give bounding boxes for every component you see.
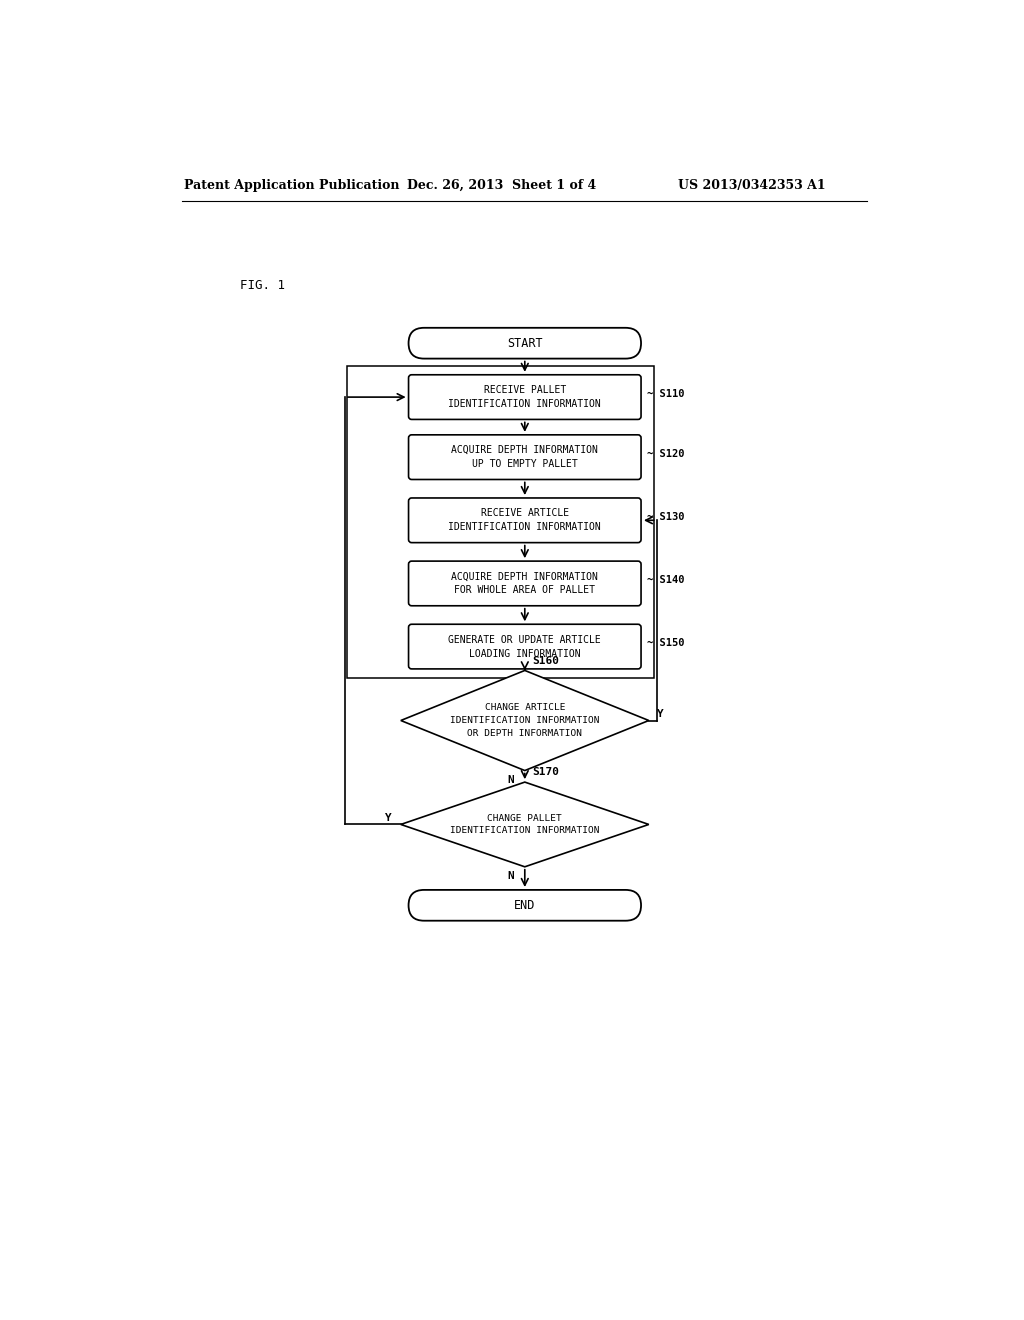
Text: ~ S120: ~ S120 xyxy=(647,449,685,459)
FancyBboxPatch shape xyxy=(409,624,641,669)
Text: N: N xyxy=(508,871,514,882)
Text: ~ S110: ~ S110 xyxy=(647,389,685,399)
Text: START: START xyxy=(507,337,543,350)
FancyBboxPatch shape xyxy=(409,890,641,921)
FancyBboxPatch shape xyxy=(409,498,641,543)
Polygon shape xyxy=(400,671,649,771)
Text: Dec. 26, 2013  Sheet 1 of 4: Dec. 26, 2013 Sheet 1 of 4 xyxy=(407,178,596,191)
Text: RECEIVE PALLET
IDENTIFICATION INFORMATION: RECEIVE PALLET IDENTIFICATION INFORMATIO… xyxy=(449,385,601,409)
FancyBboxPatch shape xyxy=(409,327,641,359)
Text: ~ S140: ~ S140 xyxy=(647,576,685,585)
Text: S170: S170 xyxy=(532,767,559,777)
FancyBboxPatch shape xyxy=(409,375,641,420)
Text: ~ S150: ~ S150 xyxy=(647,639,685,648)
Text: ~ S130: ~ S130 xyxy=(647,512,685,523)
Text: US 2013/0342353 A1: US 2013/0342353 A1 xyxy=(678,178,826,191)
FancyBboxPatch shape xyxy=(409,561,641,606)
Text: N: N xyxy=(508,775,514,785)
Text: GENERATE OR UPDATE ARTICLE
LOADING INFORMATION: GENERATE OR UPDATE ARTICLE LOADING INFOR… xyxy=(449,635,601,659)
Text: Patent Application Publication: Patent Application Publication xyxy=(183,178,399,191)
Text: ACQUIRE DEPTH INFORMATION
FOR WHOLE AREA OF PALLET: ACQUIRE DEPTH INFORMATION FOR WHOLE AREA… xyxy=(452,572,598,595)
Text: RECEIVE ARTICLE
IDENTIFICATION INFORMATION: RECEIVE ARTICLE IDENTIFICATION INFORMATI… xyxy=(449,508,601,532)
Text: Y: Y xyxy=(656,709,664,719)
Text: S160: S160 xyxy=(532,656,559,665)
Text: END: END xyxy=(514,899,536,912)
FancyBboxPatch shape xyxy=(409,434,641,479)
Polygon shape xyxy=(400,781,649,867)
Text: Y: Y xyxy=(385,813,391,824)
Text: CHANGE ARTICLE
IDENTIFICATION INFORMATION
OR DEPTH INFORMATION: CHANGE ARTICLE IDENTIFICATION INFORMATIO… xyxy=(451,704,599,738)
Text: ACQUIRE DEPTH INFORMATION
UP TO EMPTY PALLET: ACQUIRE DEPTH INFORMATION UP TO EMPTY PA… xyxy=(452,445,598,469)
Text: FIG. 1: FIG. 1 xyxy=(241,279,286,292)
Text: CHANGE PALLET
IDENTIFICATION INFORMATION: CHANGE PALLET IDENTIFICATION INFORMATION xyxy=(451,813,599,836)
